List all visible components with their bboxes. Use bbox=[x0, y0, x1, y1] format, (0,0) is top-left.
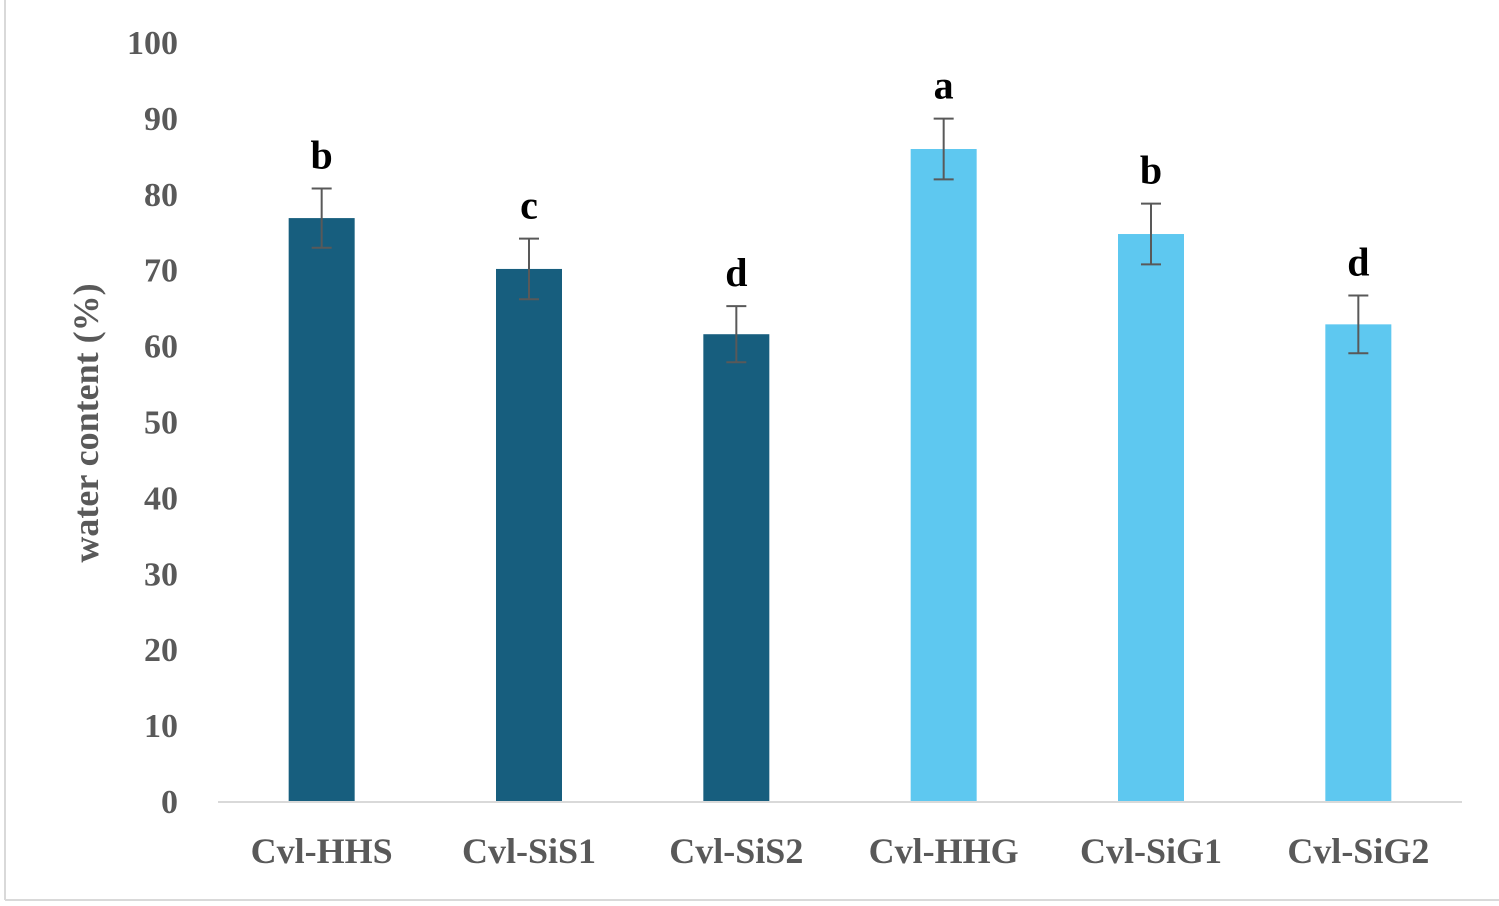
bar bbox=[1325, 324, 1392, 801]
bars: b c d a b d bbox=[288, 63, 1392, 802]
bar bbox=[910, 149, 977, 802]
y-tick-label: 60 bbox=[144, 329, 178, 366]
error-bar bbox=[519, 237, 539, 301]
x-axis-categories: Cvl-HHS Cvl-SiS1 Cvl-SiS2 Cvl-HHG Cvl-SiG1 Cv… bbox=[251, 831, 1430, 871]
y-tick-label: 80 bbox=[144, 177, 178, 214]
significance-letter: b bbox=[1140, 148, 1162, 193]
y-tick-label: 40 bbox=[144, 480, 178, 517]
error-bar bbox=[311, 187, 332, 249]
error-bar bbox=[726, 305, 747, 364]
x-category-label: Cvl-SiG2 bbox=[1287, 831, 1429, 871]
y-tick-label: 0 bbox=[161, 784, 178, 821]
y-axis-ticks: 0 10 20 30 40 50 60 70 80 90 100 bbox=[127, 25, 178, 821]
significance-letter: d bbox=[1347, 240, 1369, 285]
y-axis-label: water content (%) bbox=[66, 283, 106, 562]
x-category-label: Cvl-SiS1 bbox=[462, 831, 596, 871]
y-tick-label: 30 bbox=[144, 556, 178, 593]
significance-letter: a bbox=[934, 63, 954, 108]
x-category-label: Cvl-HHG bbox=[869, 831, 1019, 871]
bar bbox=[1118, 234, 1184, 802]
bar bbox=[703, 334, 770, 801]
significance-letter: d bbox=[725, 250, 747, 295]
x-category-label: Cvl-SiS2 bbox=[669, 831, 803, 871]
bar bbox=[288, 218, 355, 801]
y-tick-label: 20 bbox=[144, 632, 178, 669]
x-category-label: Cvl-SiG1 bbox=[1080, 831, 1222, 871]
y-tick-label: 90 bbox=[144, 101, 178, 138]
bar bbox=[496, 268, 562, 801]
error-bar bbox=[933, 117, 954, 181]
y-tick-label: 100 bbox=[127, 25, 178, 62]
significance-letter: b bbox=[311, 132, 333, 177]
significance-letter: c bbox=[520, 183, 538, 228]
y-tick-label: 70 bbox=[144, 253, 178, 290]
y-tick-label: 50 bbox=[144, 405, 178, 442]
error-bar bbox=[1141, 202, 1161, 266]
x-category-label: Cvl-HHS bbox=[251, 831, 393, 871]
y-tick-label: 10 bbox=[144, 708, 178, 745]
chart-frame bbox=[4, 0, 1499, 901]
error-bar bbox=[1348, 294, 1369, 355]
